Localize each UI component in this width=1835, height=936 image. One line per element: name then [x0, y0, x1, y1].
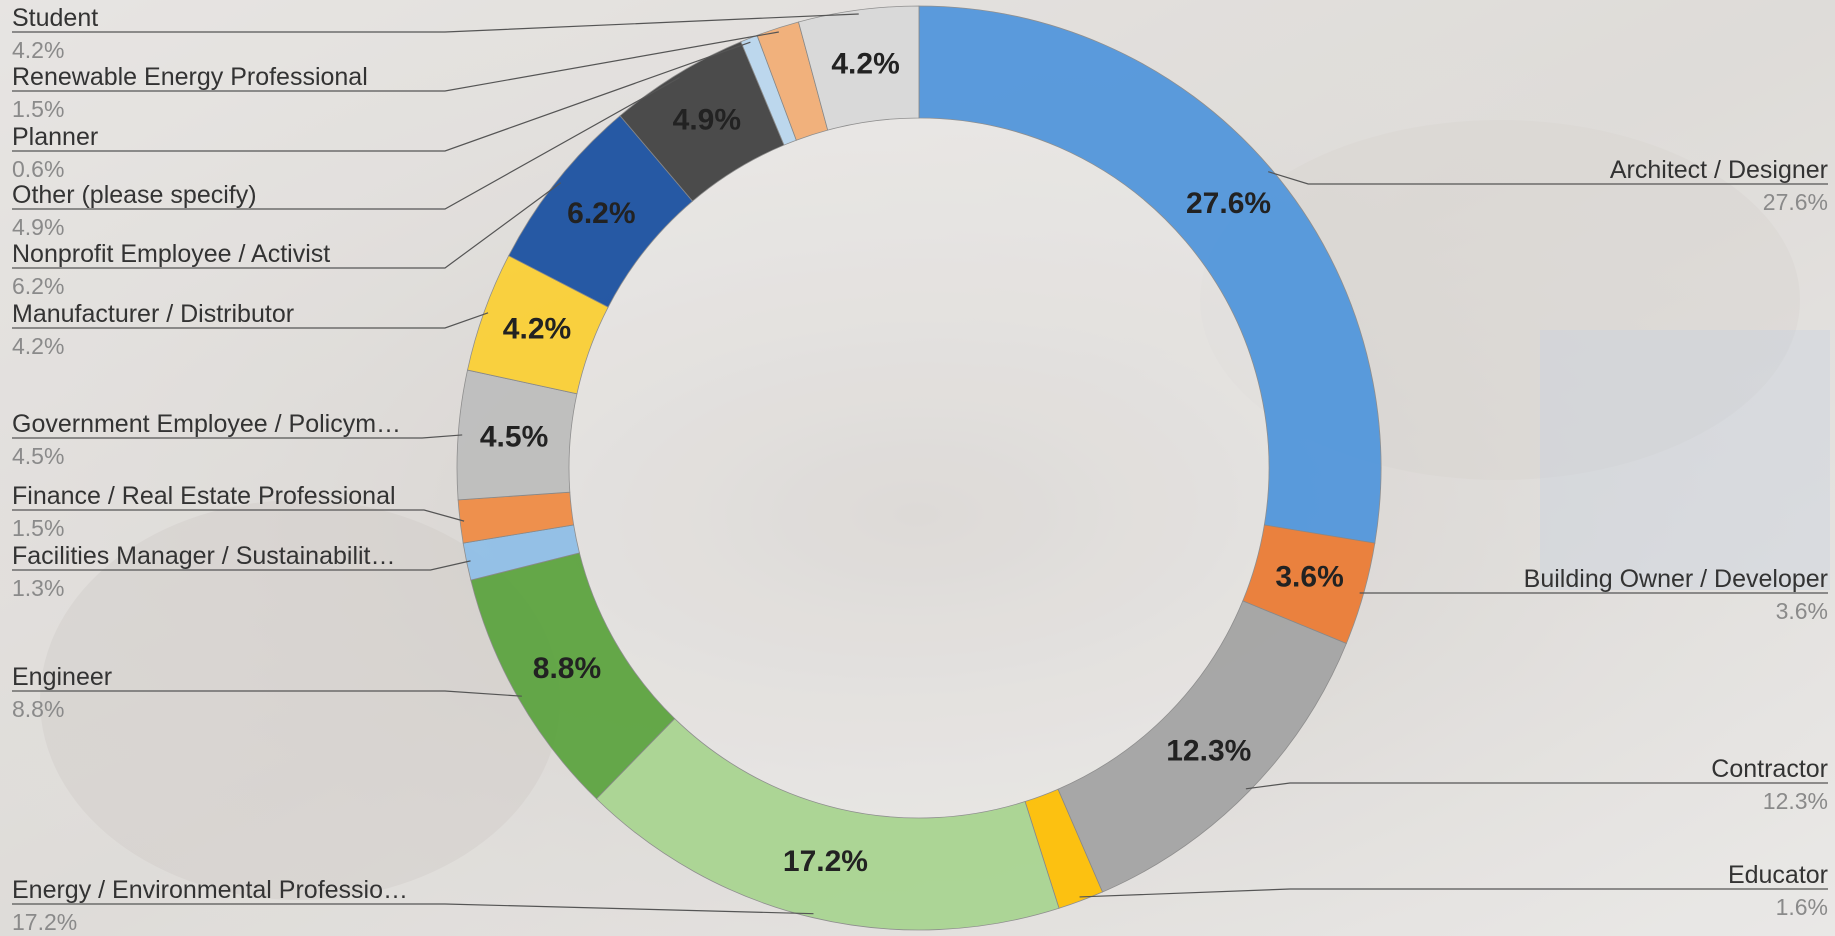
legend-label: Finance / Real Estate Professional	[12, 482, 396, 510]
slice-label: 4.2%	[831, 47, 899, 80]
legend-label: Other (please specify)	[12, 181, 257, 209]
donut-hole	[569, 118, 1269, 818]
legend-label: Student	[12, 4, 98, 32]
chart: 27.6% 3.6% 12.3% 17.2% 8.8% 4.5% 4.2% 6.2% 4.9% 4…	[0, 0, 1835, 936]
slice-label: 4.9%	[673, 104, 741, 137]
slice-label: 8.8%	[533, 652, 601, 685]
slice-label: 4.5%	[480, 421, 548, 454]
legend-label: Building Owner / Developer	[1524, 565, 1828, 593]
legend-label: Government Employee / Policym…	[12, 410, 401, 438]
slice-label: 12.3%	[1166, 734, 1251, 767]
value-label: 0.6%	[12, 156, 64, 182]
legend-label: Contractor	[1711, 755, 1828, 783]
value-label: 17.2%	[12, 909, 77, 935]
legend-label: Renewable Energy Professional	[12, 63, 368, 91]
value-label: 6.2%	[12, 273, 64, 299]
legend-label: Engineer	[12, 663, 112, 691]
legend-label: Planner	[12, 123, 98, 151]
value-label: 4.9%	[12, 214, 64, 240]
slice-label: 17.2%	[783, 845, 868, 878]
value-label: 1.6%	[1776, 894, 1828, 920]
value-label: 12.3%	[1763, 788, 1828, 814]
slice-label: 4.2%	[503, 312, 571, 345]
value-label: 1.5%	[12, 96, 64, 122]
slice-label: 27.6%	[1186, 187, 1271, 220]
value-label: 27.6%	[1763, 189, 1828, 215]
legend-label: Manufacturer / Distributor	[12, 300, 294, 328]
value-label: 1.5%	[12, 515, 64, 541]
value-label: 3.6%	[1776, 598, 1828, 624]
value-label: 4.5%	[12, 443, 64, 469]
legend-label: Nonprofit Employee / Activist	[12, 240, 330, 268]
value-label: 1.3%	[12, 575, 64, 601]
legend-label: Educator	[1728, 861, 1828, 889]
value-label: 8.8%	[12, 696, 64, 722]
slice-label: 6.2%	[567, 197, 635, 230]
legend-label: Facilities Manager / Sustainabilit…	[12, 542, 396, 570]
slice-label: 3.6%	[1275, 561, 1343, 594]
legend-label: Energy / Environmental Professio…	[12, 876, 408, 904]
legend-label: Architect / Designer	[1610, 156, 1828, 184]
value-label: 4.2%	[12, 37, 64, 63]
value-label: 4.2%	[12, 333, 64, 359]
